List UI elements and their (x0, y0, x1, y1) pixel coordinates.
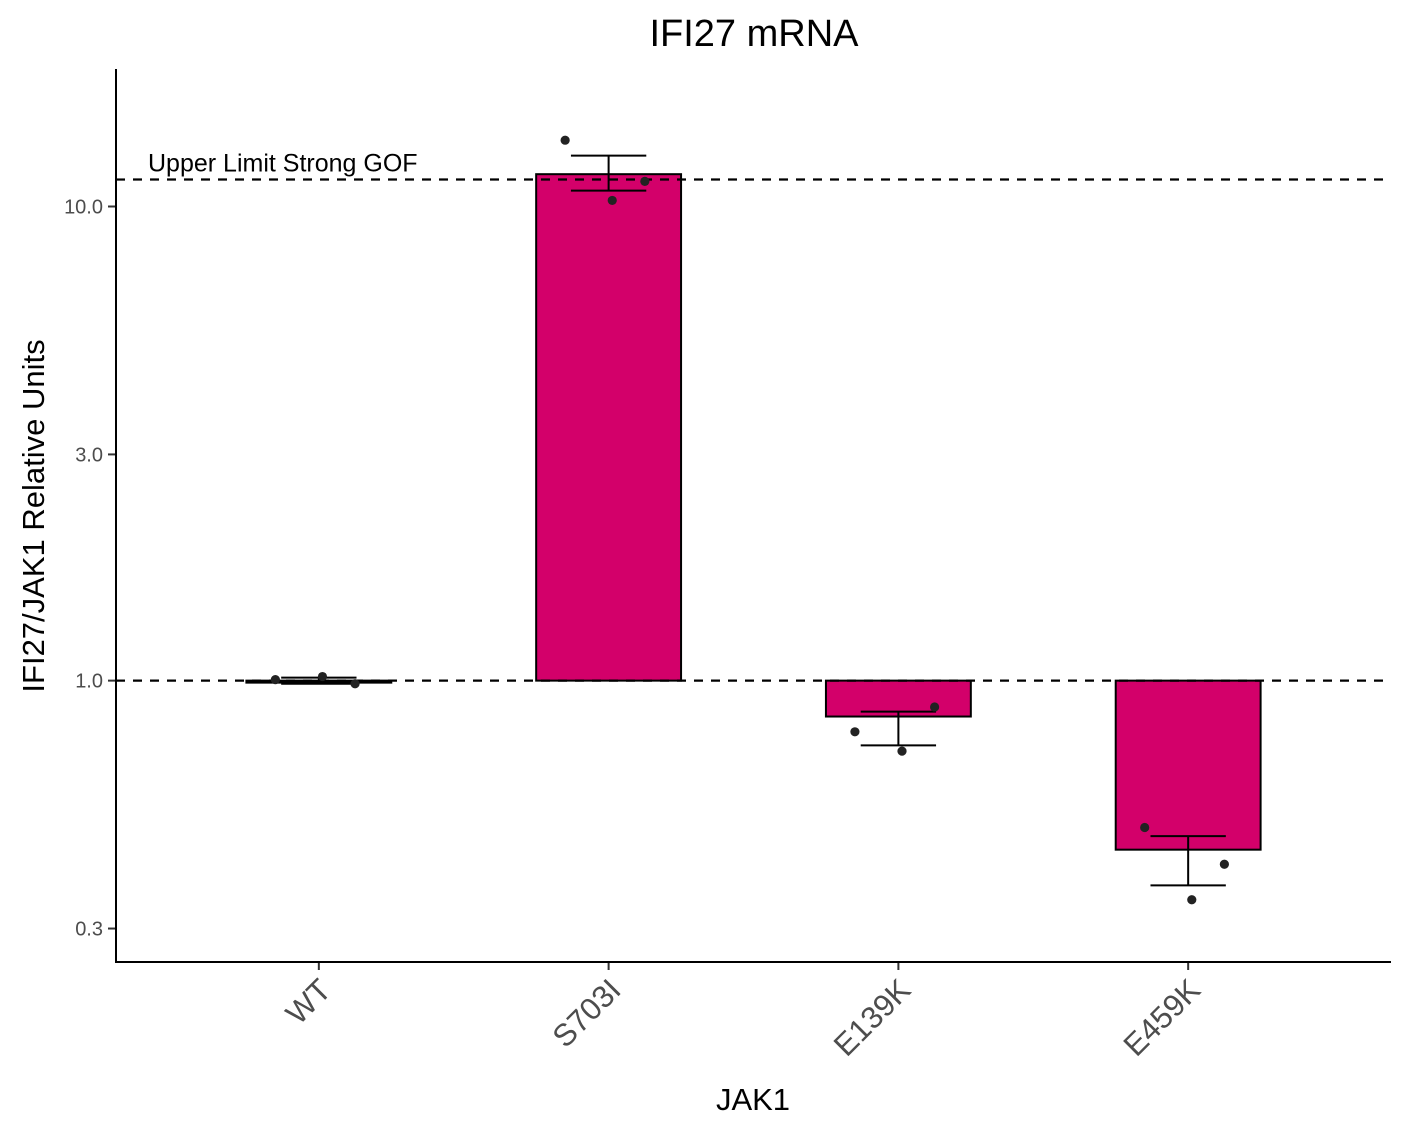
data-point (270, 675, 280, 685)
x-tick-label: E139K (827, 972, 918, 1063)
data-point (1140, 822, 1150, 833)
x-tick-label: S703I (546, 972, 628, 1054)
bar (535, 173, 683, 682)
chart-title: IFI27 mRNA (649, 13, 859, 55)
data-point (897, 746, 907, 756)
data-point (850, 727, 860, 737)
data-point (317, 671, 328, 682)
y-tick-label: 1.0 (75, 671, 103, 693)
y-tick-label: 3.0 (75, 444, 103, 466)
x-tick-label: WT (279, 972, 338, 1031)
data-point (560, 135, 570, 145)
data-point (607, 195, 617, 206)
data-point (1187, 895, 1197, 905)
y-axis-title: IFI27/JAK1 Relative Units (16, 339, 51, 692)
y-tick-label: 0.3 (75, 919, 103, 941)
reference-line-label: Upper Limit Strong GOF (148, 150, 418, 178)
data-point (640, 176, 650, 186)
data-point (350, 679, 360, 689)
data-point (1219, 859, 1229, 869)
data-point (930, 702, 940, 712)
y-tick-label: 10.0 (64, 197, 103, 219)
bar (1114, 679, 1262, 851)
x-axis-title: JAK1 (716, 1082, 790, 1117)
plot-area: 0.3 1.0 3.0 10.0 Upper Limit Strong GOF WT S70… (64, 135, 1391, 1063)
x-tick-label: E459K (1117, 972, 1208, 1063)
